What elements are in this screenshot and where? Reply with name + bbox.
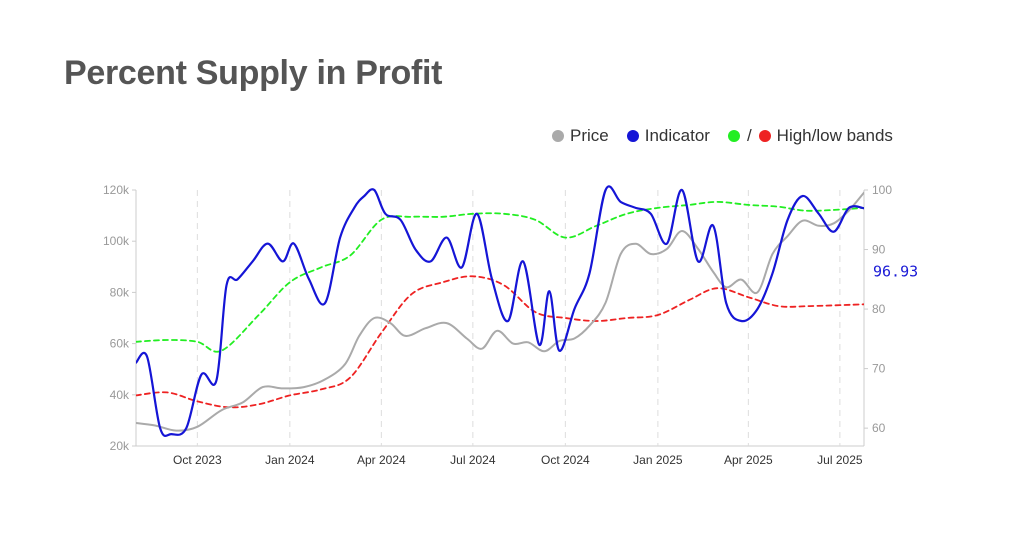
x-tick-label: Jul 2025 <box>817 453 863 467</box>
indicator-series-line <box>136 185 864 438</box>
y-left-tick-label: 60k <box>110 337 130 351</box>
legend-label-price: Price <box>570 126 609 145</box>
indicator-dot-icon <box>626 130 639 142</box>
y-left-tick-label: 120k <box>103 183 130 197</box>
x-tick-label: Jan 2024 <box>265 453 315 467</box>
price-dot-icon <box>552 130 564 142</box>
y-right-tick-label: 80 <box>872 302 886 316</box>
y-left-tick-label: 20k <box>110 439 130 453</box>
low-band-dot-icon <box>758 130 771 142</box>
y-right-tick-label: 90 <box>872 243 886 257</box>
legend-separator: / <box>746 126 752 145</box>
legend-item-bands[interactable]: / High/low bands <box>727 126 893 146</box>
y-left-tick-label: 40k <box>110 388 130 402</box>
legend: Price Indicator / High/low bands <box>552 126 893 146</box>
y-right-tick-label: 70 <box>872 362 886 376</box>
y-right-tick-label: 100 <box>872 183 892 197</box>
x-tick-label: Apr 2025 <box>724 453 773 467</box>
y-left-tick-label: 100k <box>103 234 130 248</box>
price-series-line <box>136 191 864 432</box>
y-left-tick-label: 80k <box>110 285 130 299</box>
high-band-series-line <box>136 201 864 353</box>
legend-item-price[interactable]: Price <box>552 126 609 146</box>
legend-item-indicator[interactable]: Indicator <box>626 126 710 146</box>
high-band-dot-icon <box>727 130 740 142</box>
y-right-tick-label: 60 <box>872 421 886 435</box>
x-tick-label: Jul 2024 <box>450 453 496 467</box>
low-band-series-line <box>136 275 864 409</box>
x-tick-label: Oct 2023 <box>173 453 222 467</box>
legend-label-indicator: Indicator <box>644 126 710 145</box>
legend-label-bands: High/low bands <box>776 126 893 145</box>
indicator-last-value: 96.93 <box>873 262 918 280</box>
chart-title: Percent Supply in Profit <box>64 54 443 92</box>
x-tick-label: Apr 2024 <box>357 453 406 467</box>
x-tick-label: Jan 2025 <box>633 453 683 467</box>
x-tick-label: Oct 2024 <box>541 453 590 467</box>
